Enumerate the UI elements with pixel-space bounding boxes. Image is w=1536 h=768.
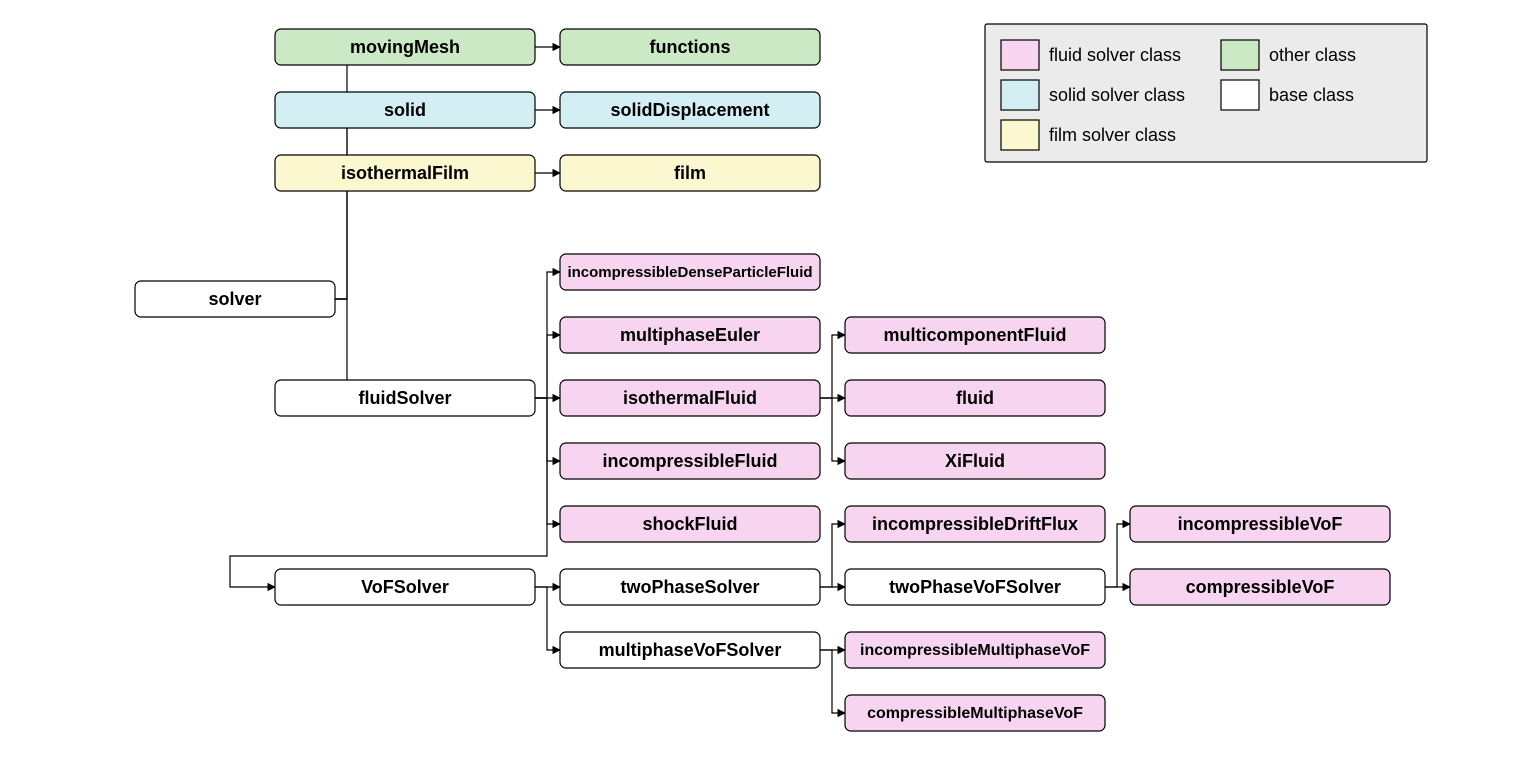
node-label: incompressibleFluid (602, 451, 777, 471)
legend-swatch-fluid (1001, 40, 1039, 70)
node-multicomponentFluid: multicomponentFluid (845, 317, 1105, 353)
node-incompressibleDriftFlux: incompressibleDriftFlux (845, 506, 1105, 542)
node-label: multiphaseEuler (620, 325, 760, 345)
legend-label: other class (1269, 45, 1356, 65)
node-label: incompressibleDenseParticleFluid (567, 264, 812, 281)
node-fluidSolver: fluidSolver (275, 380, 535, 416)
node-XiFluid: XiFluid (845, 443, 1105, 479)
edge-twoPhaseVoFSolver-to-incompressibleVoF (1105, 524, 1130, 587)
node-label: incompressibleMultiphaseVoF (860, 642, 1090, 659)
legend-label: base class (1269, 85, 1354, 105)
node-solver: solver (135, 281, 335, 317)
edge-solver-to-solid (275, 110, 347, 299)
node-isothermalFilm: isothermalFilm (275, 155, 535, 191)
node-compressibleVoF: compressibleVoF (1130, 569, 1390, 605)
node-VoFSolver: VoFSolver (275, 569, 535, 605)
edge-fluidSolver-to-multiphaseEuler (535, 335, 560, 398)
node-twoPhaseSolver: twoPhaseSolver (560, 569, 820, 605)
node-incompressibleMultiphaseVoF: incompressibleMultiphaseVoF (845, 632, 1105, 668)
legend-label: fluid solver class (1049, 45, 1181, 65)
node-label: fluid (956, 388, 994, 408)
node-label: isothermalFilm (341, 163, 469, 183)
edge-twoPhaseSolver-to-incompressibleDriftFlux (820, 524, 845, 587)
edge-VoFSolver-to-multiphaseVoFSolver (535, 587, 560, 650)
node-label: multiphaseVoFSolver (599, 640, 782, 660)
edge-isothermalFluid-to-multicomponentFluid (820, 335, 845, 398)
node-compressibleMultiphaseVoF: compressibleMultiphaseVoF (845, 695, 1105, 731)
node-shockFluid: shockFluid (560, 506, 820, 542)
node-film: film (560, 155, 820, 191)
node-label: solver (208, 289, 261, 309)
node-label: XiFluid (945, 451, 1005, 471)
solver-class-diagram: solver movingMesh solid isothermalFilm fluid… (0, 0, 1536, 768)
node-label: shockFluid (642, 514, 737, 534)
node-label: fluidSolver (358, 388, 451, 408)
node-label: incompressibleDriftFlux (872, 514, 1078, 534)
node-functions: functions (560, 29, 820, 65)
legend-swatch-solid (1001, 80, 1039, 110)
node-label: functions (650, 37, 731, 57)
node-fluid: fluid (845, 380, 1105, 416)
node-label: compressibleMultiphaseVoF (867, 705, 1083, 722)
node-label: solid (384, 100, 426, 120)
legend: fluid solver class solid solver class film… (985, 24, 1427, 162)
node-solidDisplacement: solidDisplacement (560, 92, 820, 128)
legend-label: solid solver class (1049, 85, 1185, 105)
node-incompressibleVoF: incompressibleVoF (1130, 506, 1390, 542)
node-label: incompressibleVoF (1178, 514, 1343, 534)
edge-isothermalFluid-to-XiFluid (820, 398, 845, 461)
node-multiphaseVoFSolver: multiphaseVoFSolver (560, 632, 820, 668)
node-label: multicomponentFluid (884, 325, 1067, 345)
node-label: compressibleVoF (1186, 577, 1335, 597)
edge-fluidSolver-to-VoFSolver (230, 398, 547, 587)
node-idpf: incompressibleDenseParticleFluid (560, 254, 820, 290)
edge-solver-to-isothermalFilm (275, 173, 347, 299)
node-multiphaseEuler: multiphaseEuler (560, 317, 820, 353)
node-label: movingMesh (350, 37, 460, 57)
edge-multiphaseVoFSolver-to-compressibleMultiphaseVoF (820, 650, 845, 713)
node-isothermalFluid: isothermalFluid (560, 380, 820, 416)
node-twoPhaseVoFSolver: twoPhaseVoFSolver (845, 569, 1105, 605)
legend-swatch-base (1221, 80, 1259, 110)
node-incompressibleFluid: incompressibleFluid (560, 443, 820, 479)
node-movingMesh: movingMesh (275, 29, 535, 65)
node-label: film (674, 163, 706, 183)
legend-swatch-other (1221, 40, 1259, 70)
node-label: twoPhaseSolver (620, 577, 759, 597)
legend-swatch-film (1001, 120, 1039, 150)
node-label: VoFSolver (361, 577, 449, 597)
node-label: solidDisplacement (610, 100, 769, 120)
node-solid: solid (275, 92, 535, 128)
legend-label: film solver class (1049, 125, 1176, 145)
node-label: twoPhaseVoFSolver (889, 577, 1061, 597)
node-label: isothermalFluid (623, 388, 757, 408)
